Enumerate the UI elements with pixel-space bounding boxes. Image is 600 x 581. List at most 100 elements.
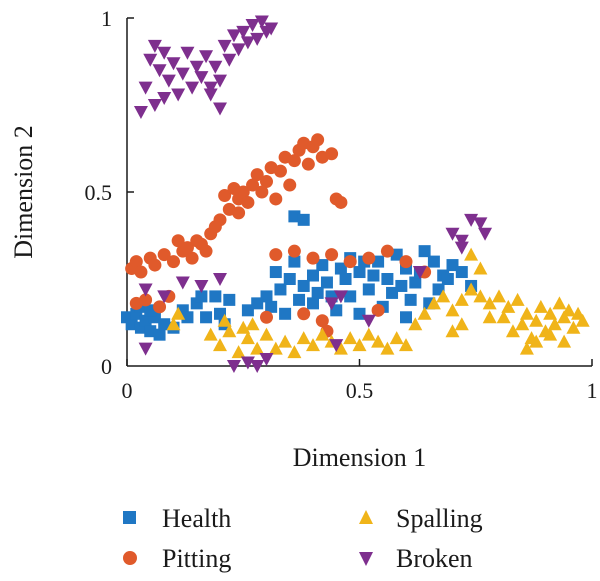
data-point-pitting bbox=[301, 157, 315, 171]
data-point-health bbox=[288, 255, 301, 268]
data-point-health bbox=[125, 318, 138, 331]
legend-label-pitting: Pitting bbox=[162, 544, 231, 573]
data-point-health bbox=[181, 311, 194, 324]
data-point-broken bbox=[194, 279, 209, 293]
data-point-spalling bbox=[575, 313, 590, 327]
data-point-broken bbox=[254, 15, 269, 29]
data-point-pitting bbox=[199, 244, 213, 258]
data-point-broken bbox=[231, 43, 246, 57]
data-point-health bbox=[404, 293, 417, 306]
data-point-health bbox=[311, 286, 324, 299]
data-point-pitting bbox=[218, 188, 232, 202]
data-point-broken bbox=[250, 360, 265, 373]
x-tick-label: 1 bbox=[587, 378, 598, 403]
data-point-health bbox=[307, 297, 319, 310]
legend-label-health: Health bbox=[162, 504, 231, 533]
data-point-broken bbox=[412, 266, 427, 280]
data-point-spalling bbox=[371, 334, 386, 348]
data-point-broken bbox=[264, 22, 279, 36]
data-point-spalling bbox=[473, 289, 488, 303]
data-point-broken bbox=[166, 57, 181, 71]
data-point-spalling bbox=[436, 289, 451, 303]
data-point-spalling bbox=[213, 338, 227, 352]
data-point-broken bbox=[213, 74, 227, 88]
data-point-pitting bbox=[241, 195, 255, 209]
data-point-spalling bbox=[454, 317, 469, 331]
data-point-broken bbox=[445, 227, 460, 241]
data-point-broken bbox=[157, 290, 172, 304]
data-point-spalling bbox=[278, 334, 293, 348]
data-point-broken bbox=[464, 213, 479, 227]
data-point-pitting bbox=[399, 255, 413, 269]
data-point-spalling bbox=[166, 317, 181, 331]
data-point-broken bbox=[133, 105, 148, 119]
data-point-spalling bbox=[389, 331, 404, 345]
data-point-broken bbox=[454, 241, 469, 255]
data-point-spalling bbox=[426, 296, 441, 310]
data-point-pitting bbox=[306, 251, 320, 265]
data-point-health bbox=[432, 283, 445, 296]
data-point-spalling bbox=[296, 331, 311, 345]
data-point-pitting bbox=[287, 154, 301, 168]
data-point-spalling bbox=[501, 299, 516, 313]
data-point-broken bbox=[473, 217, 488, 231]
data-point-spalling bbox=[543, 327, 558, 341]
data-point-spalling bbox=[236, 320, 251, 334]
data-point-broken bbox=[478, 227, 493, 241]
data-point-broken bbox=[175, 276, 190, 290]
data-point-spalling bbox=[515, 317, 530, 331]
data-point-spalling bbox=[482, 310, 497, 324]
data-point-health bbox=[344, 290, 357, 303]
data-point-broken bbox=[203, 81, 218, 95]
data-point-broken bbox=[454, 234, 469, 248]
data-point-health bbox=[293, 293, 306, 306]
data-point-spalling bbox=[217, 313, 232, 327]
data-point-broken bbox=[194, 71, 209, 85]
data-point-pitting bbox=[371, 303, 385, 317]
data-point-pitting bbox=[185, 251, 199, 265]
data-point-pitting bbox=[246, 178, 260, 192]
data-point-broken bbox=[213, 273, 227, 286]
data-point-spalling bbox=[519, 341, 534, 355]
data-point-spalling bbox=[417, 306, 432, 320]
data-point-broken bbox=[245, 18, 260, 32]
data-point-spalling bbox=[408, 317, 423, 331]
data-point-health bbox=[339, 273, 352, 285]
data-point-spalling bbox=[492, 289, 506, 303]
data-point-pitting bbox=[315, 314, 329, 328]
data-point-health bbox=[386, 286, 399, 299]
data-point-pitting bbox=[311, 133, 325, 147]
data-point-pitting bbox=[260, 175, 273, 189]
data-point-pitting bbox=[171, 234, 185, 248]
y-axis-title: Dimension 2 bbox=[9, 125, 38, 259]
data-point-pitting bbox=[273, 164, 287, 178]
data-point-broken bbox=[161, 74, 176, 88]
data-point-health bbox=[214, 307, 226, 320]
data-point-spalling bbox=[547, 317, 562, 331]
data-point-health bbox=[274, 283, 287, 296]
data-point-spalling bbox=[361, 327, 376, 341]
data-point-spalling bbox=[533, 299, 548, 313]
data-point-health bbox=[441, 273, 454, 285]
data-point-health bbox=[409, 276, 422, 289]
data-point-health bbox=[330, 304, 343, 317]
data-point-pitting bbox=[157, 248, 171, 262]
data-point-pitting bbox=[283, 178, 297, 192]
data-point-health bbox=[288, 210, 301, 223]
data-point-pitting bbox=[250, 168, 264, 182]
data-point-spalling bbox=[231, 345, 246, 359]
data-point-health bbox=[307, 269, 319, 282]
x-tick-label: 0.5 bbox=[346, 378, 374, 403]
data-point-spalling bbox=[543, 306, 558, 320]
data-point-spalling bbox=[352, 338, 367, 352]
data-point-spalling bbox=[245, 317, 260, 331]
data-point-spalling bbox=[529, 313, 544, 327]
data-point-broken bbox=[240, 356, 255, 370]
data-point-broken bbox=[199, 50, 214, 64]
legend-label-broken: Broken bbox=[396, 544, 473, 573]
data-point-pitting bbox=[208, 220, 222, 234]
data-point-pitting bbox=[190, 234, 204, 248]
data-point-health bbox=[455, 266, 468, 279]
data-point-pitting bbox=[260, 310, 273, 324]
data-point-spalling bbox=[473, 261, 488, 275]
